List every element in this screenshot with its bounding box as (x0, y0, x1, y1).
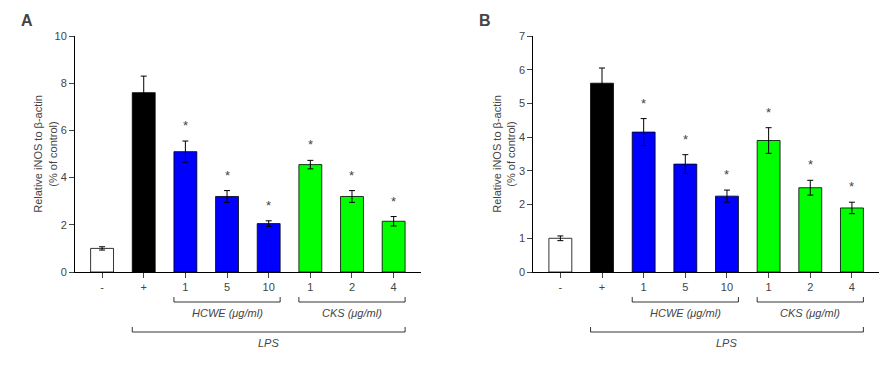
svg-text:+: + (599, 281, 605, 293)
svg-text:1: 1 (182, 281, 188, 293)
svg-text:*: * (683, 132, 688, 147)
svg-text:5: 5 (224, 281, 230, 293)
svg-text:0: 0 (61, 266, 67, 278)
svg-text:HCWE (μg/ml): HCWE (μg/ml) (192, 307, 263, 319)
svg-text:*: * (183, 118, 188, 133)
svg-text:A: A (21, 12, 33, 29)
svg-text:CKS (μg/ml): CKS (μg/ml) (322, 307, 382, 319)
svg-text:10: 10 (263, 281, 275, 293)
svg-text:LPS: LPS (258, 337, 279, 349)
svg-text:*: * (225, 168, 230, 183)
svg-text:*: * (349, 168, 354, 183)
svg-text:10: 10 (721, 281, 733, 293)
svg-text:0: 0 (519, 266, 525, 278)
svg-text:HCWE (μg/ml): HCWE (μg/ml) (650, 307, 721, 319)
svg-text:-: - (100, 281, 104, 293)
svg-text:6: 6 (519, 64, 525, 76)
svg-text:Relative iNOS to β-actin(% of: Relative iNOS to β-actin(% of control) (32, 95, 58, 213)
svg-text:7: 7 (519, 30, 525, 42)
svg-text:2: 2 (349, 281, 355, 293)
svg-text:5: 5 (682, 281, 688, 293)
svg-text:-: - (559, 281, 563, 293)
svg-text:LPS: LPS (716, 337, 737, 349)
svg-text:B: B (479, 12, 491, 29)
svg-text:+: + (141, 281, 147, 293)
svg-text:CKS (μg/ml): CKS (μg/ml) (780, 307, 840, 319)
svg-text:2: 2 (61, 219, 67, 231)
svg-text:3: 3 (519, 165, 525, 177)
svg-text:1: 1 (307, 281, 313, 293)
svg-text:*: * (724, 167, 729, 182)
svg-text:4: 4 (391, 281, 397, 293)
svg-text:5: 5 (519, 97, 525, 109)
svg-text:1: 1 (519, 232, 525, 244)
svg-text:2: 2 (807, 281, 813, 293)
svg-text:*: * (308, 137, 313, 152)
svg-text:10: 10 (55, 30, 67, 42)
svg-text:*: * (641, 96, 646, 111)
svg-text:8: 8 (61, 77, 67, 89)
svg-text:Relative iNOS to β-actin(% of: Relative iNOS to β-actin(% of control) (491, 95, 517, 213)
svg-text:6: 6 (61, 124, 67, 136)
svg-text:1: 1 (766, 281, 772, 293)
svg-text:2: 2 (519, 198, 525, 210)
svg-text:1: 1 (641, 281, 647, 293)
svg-text:4: 4 (61, 171, 67, 183)
svg-text:*: * (808, 157, 813, 172)
svg-text:4: 4 (849, 281, 855, 293)
svg-text:*: * (391, 194, 396, 209)
svg-text:*: * (849, 179, 854, 194)
svg-text:*: * (266, 198, 271, 213)
svg-text:4: 4 (519, 131, 525, 143)
svg-text:*: * (766, 105, 771, 120)
